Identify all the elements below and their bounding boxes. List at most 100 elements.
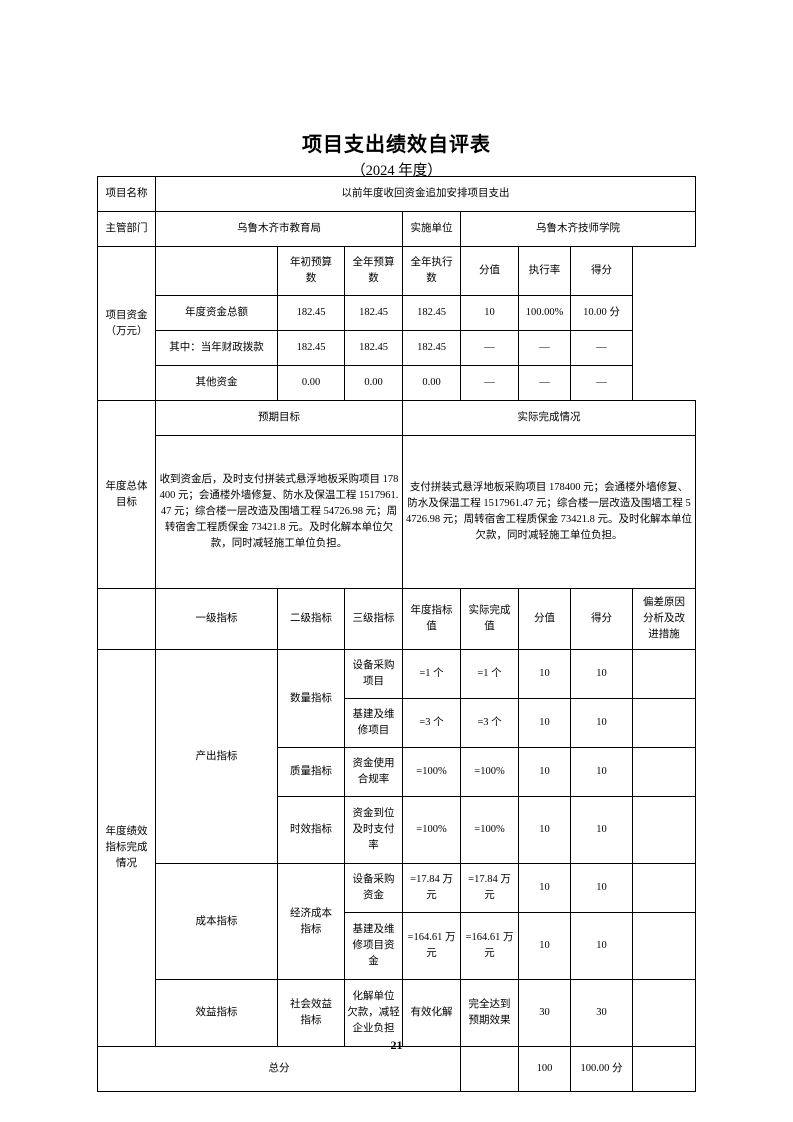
indicator-target: 有效化解	[402, 979, 461, 1047]
indicator-level3-l2: 欠款，减轻	[347, 1007, 400, 1018]
indicator-score-value: 10	[518, 863, 571, 913]
indicators-label-l3: 情况	[116, 858, 137, 869]
indicator-score-value: 10	[518, 912, 571, 980]
expected-goal-text: 收到资金后，及时支付拼装式悬浮地板采购项目 178400 元；会通楼外墙修复、防…	[155, 435, 403, 589]
indicator-level3-l3: 企业负担	[352, 1023, 395, 1034]
indicator-actual: =100%	[460, 747, 519, 797]
indicator-level2-l1: 社会效益	[290, 999, 332, 1010]
indicator-level3-l2: 项目	[363, 676, 384, 687]
annual-goal-label-l2: 目标	[116, 496, 137, 508]
indicator-level3-l1: 设备采购	[352, 874, 395, 885]
department-value: 乌鲁木齐市教育局	[155, 211, 403, 247]
funds-score-value: —	[460, 365, 519, 401]
funds-row-name: 年度资金总额	[155, 295, 278, 331]
indicator-level3-l1: 资金到位	[352, 808, 395, 819]
indicator-actual-l1: =164.61 万	[465, 932, 514, 943]
table-row-indicator: 基建及维 修项目 =3 个 =3 个 10 10	[98, 698, 696, 748]
indicator-score: 10	[570, 912, 633, 980]
indicators-row-label: 年度绩效 指标完成 情况	[97, 649, 156, 1047]
indicator-score: 10	[570, 649, 633, 699]
funds-blank-cell	[155, 246, 278, 296]
col-header-score: 得分	[570, 246, 633, 296]
col-header-actual-value: 实际完成 值	[460, 588, 519, 650]
indicator-actual-l2: 预期效果	[468, 1015, 511, 1026]
indicator-level1-cost: 成本指标	[155, 863, 278, 980]
col-header-annual-execution-l1: 全年执行	[410, 257, 453, 268]
indicator-deviation	[632, 796, 696, 864]
total-label: 总分	[97, 1046, 461, 1092]
page-number: 21	[390, 1038, 403, 1052]
indicator-level1-output: 产出指标	[155, 649, 278, 864]
funds-score: 10.00 分	[570, 295, 633, 331]
col-header-annual-execution-l2: 数	[426, 273, 437, 284]
table-row-funds-other: 其他资金 0.00 0.00 0.00 — — —	[98, 365, 696, 401]
title-block: 项目支出绩效自评表 （2024 年度）	[0, 132, 793, 182]
indicator-level3: 设备采购 资金	[344, 863, 403, 913]
indicator-header-blank	[97, 588, 156, 650]
indicator-level2-social-benefit: 社会效益 指标	[277, 979, 345, 1047]
table-row-funds-total: 年度资金总额 182.45 182.45 182.45 10 100.00% 1…	[98, 295, 696, 331]
indicator-target: =164.61 万 元	[402, 912, 461, 980]
funds-score-value: 10	[460, 295, 519, 331]
funds-row-label: 项目资金 （万元）	[97, 246, 156, 401]
indicator-actual: =164.61 万 元	[460, 912, 519, 980]
indicator-score: 10	[570, 863, 633, 913]
funds-label-unit: （万元）	[105, 325, 148, 337]
indicator-target: =17.84 万 元	[402, 863, 461, 913]
col-header-deviation-l2: 分析及改	[643, 613, 685, 624]
expected-goal-header: 预期目标	[155, 400, 403, 436]
funds-annual-execution: 182.45	[402, 330, 461, 366]
col-header-level3: 三级指标	[344, 588, 403, 650]
indicator-deviation	[632, 912, 696, 980]
indicator-level2-quality: 质量指标	[277, 747, 345, 797]
indicator-level3: 基建及维 修项目	[344, 698, 403, 748]
col-header-execution-rate: 执行率	[518, 246, 571, 296]
col-header-annual-budget: 全年预算 数	[344, 246, 403, 296]
indicator-score: 30	[570, 979, 633, 1047]
table-row-goal-content: 收到资金后，及时支付拼装式悬浮地板采购项目 178400 元；会通楼外墙修复、防…	[98, 435, 696, 589]
table-row-total: 总分 100 100.00 分	[97, 1046, 696, 1092]
indicator-level3-l1: 资金使用	[352, 758, 395, 769]
table-row-indicator: 成本指标 经济成本 指标 设备采购 资金 =17.84 万 元 =17.84 万…	[98, 863, 696, 980]
col-header-annual-budget-l2: 数	[368, 273, 379, 284]
table-row-funds-appropriation: 其中：当年财政拨款 182.45 182.45 182.45 — — —	[98, 330, 696, 366]
department-label: 主管部门	[97, 211, 156, 247]
indicator-actual: =3 个	[460, 698, 519, 748]
indicator-target: =1 个	[402, 649, 461, 699]
table-row-indicator: 效益指标 社会效益 指标 化解单位 欠款，减轻 企业负担 有效化解 完全达到 预…	[98, 979, 696, 1047]
indicator-target-l1: =164.61 万	[407, 932, 456, 943]
unit-value: 乌鲁木齐技师学院	[460, 211, 696, 247]
col-header-target-value: 年度指标 值	[402, 588, 461, 650]
col-header-indicator-score: 得分	[570, 588, 633, 650]
indicator-level3-l3: 金	[368, 956, 379, 967]
indicator-deviation	[632, 863, 696, 913]
indicator-score-value: 30	[518, 979, 571, 1047]
indicator-actual-l1: 完全达到	[468, 999, 511, 1010]
indicator-level3-l3: 率	[368, 840, 379, 851]
indicator-level3-l1: 基建及维	[352, 924, 395, 935]
table-row-project-name: 项目名称 以前年度收回资金追加安排项目支出	[97, 176, 696, 212]
indicator-level2-quantity: 数量指标	[277, 649, 345, 748]
col-header-deviation-l3: 进措施	[648, 629, 680, 640]
col-header-annual-execution: 全年执行 数	[402, 246, 461, 296]
indicators-label-l1: 年度绩效	[105, 826, 148, 837]
indicator-score: 10	[570, 747, 633, 797]
col-header-indicator-score-value: 分值	[518, 588, 571, 650]
actual-result-text: 支付拼装式悬浮地板采购项目 178400 元；会通楼外墙修复、防水及保温工程 1…	[402, 435, 696, 589]
indicator-target-l2: 元	[426, 890, 437, 901]
funds-score: —	[570, 330, 633, 366]
col-header-actual-value-l2: 值	[484, 621, 495, 632]
annual-goal-label-l1: 年度总体	[105, 480, 148, 492]
col-header-level2: 二级指标	[277, 588, 345, 650]
funds-score-value: —	[460, 330, 519, 366]
col-header-initial-budget-l1: 年初预算	[290, 257, 332, 268]
col-header-score-value: 分值	[460, 246, 519, 296]
indicator-level2-l2: 指标	[300, 923, 322, 935]
table-row-indicator: 基建及维 修项目资 金 =164.61 万 元 =164.61 万 元 10 1…	[98, 912, 696, 980]
funds-initial-budget: 182.45	[277, 295, 345, 331]
indicator-actual-l1: =17.84 万	[468, 874, 511, 885]
col-header-initial-budget-l2: 数	[305, 273, 317, 284]
indicator-target-l1: =17.84 万	[410, 874, 453, 885]
table-row-indicator-header: 一级指标 二级指标 三级指标 年度指标 值 实际完成 值 分值 得分 偏差原因 …	[97, 588, 696, 650]
